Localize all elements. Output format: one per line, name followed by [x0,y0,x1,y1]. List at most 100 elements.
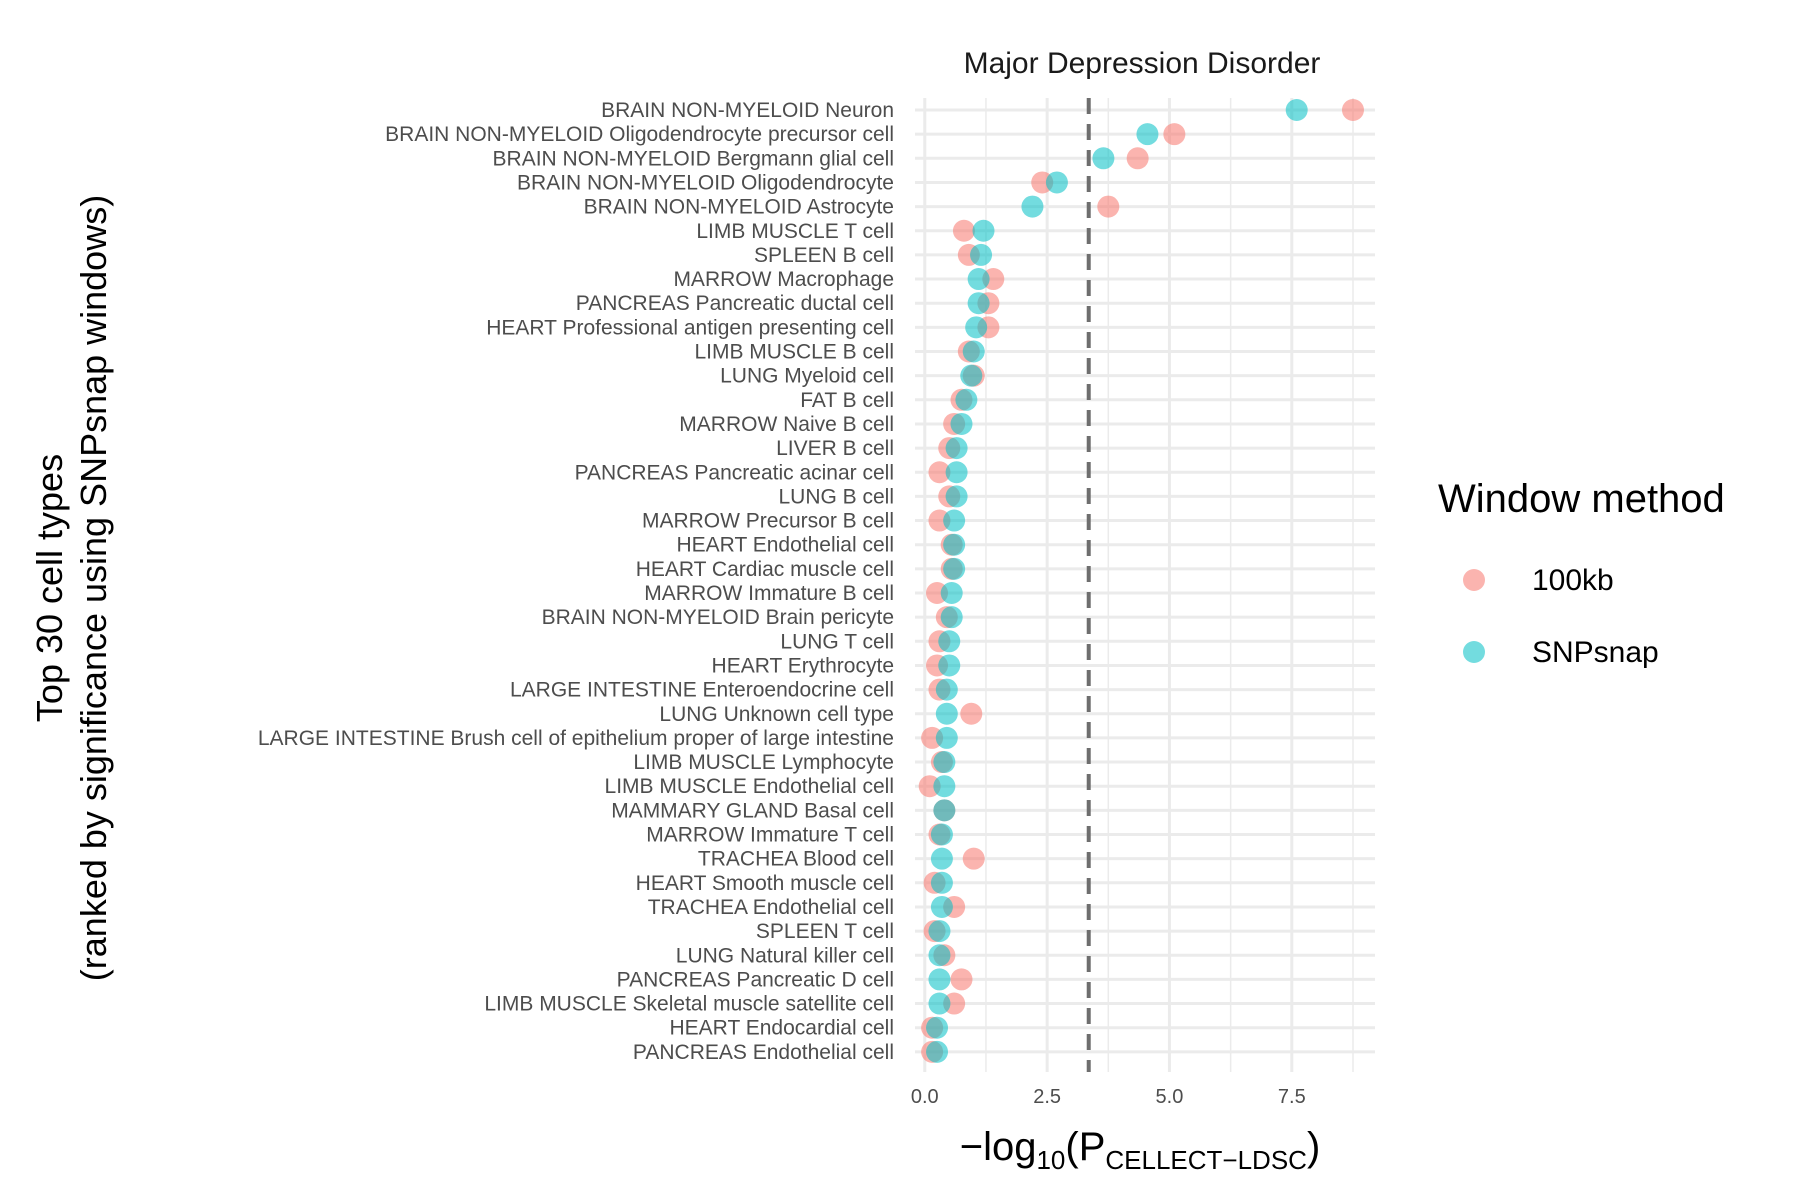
data-point-100kb [928,461,951,484]
data-point-snpsnap [930,895,953,918]
grid-layer [915,98,1375,1072]
x-tick-label: 5.0 [1156,1086,1184,1108]
category-label: PANCREAS Pancreatic ductal cell [576,292,894,315]
data-point-snpsnap [935,702,958,725]
data-point-snpsnap [1092,147,1115,170]
category-label: LARGE INTESTINE Brush cell of epithelium… [258,727,894,750]
legend-key-100kb [1463,569,1485,591]
category-label: LIMB MUSCLE Skeletal muscle satellite ce… [484,993,894,1016]
x-axis-title-subscript: CELLECT−LDSC [1105,1145,1307,1175]
category-label: SPLEEN T cell [756,920,894,943]
data-point-snpsnap [926,1040,949,1063]
category-label: MARROW Naive B cell [679,413,894,436]
data-point-snpsnap [972,219,995,242]
category-label: LUNG Unknown cell type [659,703,894,726]
data-point-snpsnap [943,533,966,556]
data-point-snpsnap [967,292,990,315]
data-point-100kb [952,219,975,242]
data-point-100kb [950,968,973,991]
data-point-snpsnap [933,799,956,822]
data-point-100kb [1163,123,1186,146]
data-point-snpsnap [945,437,968,460]
category-label: SPLEEN B cell [754,244,894,267]
legend-label-snpsnap: SNPsnap [1532,636,1659,669]
data-point-snpsnap [938,630,961,653]
category-label: BRAIN NON-MYELOID Neuron [601,99,894,122]
category-label: LIMB MUSCLE T cell [696,220,894,243]
category-label: HEART Professional antigen presenting ce… [486,316,894,339]
category-label: LUNG T cell [780,630,894,653]
legend-label-100kb: 100kb [1532,564,1614,597]
data-point-100kb [962,847,985,870]
category-label: FAT B cell [800,389,894,412]
x-tick-label: 0.0 [911,1086,939,1108]
data-point-snpsnap [928,920,951,943]
category-label: LIMB MUSCLE B cell [694,341,894,364]
data-point-snpsnap [933,775,956,798]
data-point-snpsnap [970,243,993,266]
category-label: HEART Endocardial cell [670,1017,895,1040]
data-point-snpsnap [945,461,968,484]
data-point-snpsnap [1285,99,1308,121]
x-tick-label: 7.5 [1278,1086,1306,1108]
data-point-snpsnap [928,944,951,967]
data-point-snpsnap [943,557,966,580]
data-point-snpsnap [930,871,953,894]
category-label: LUNG Myeloid cell [720,365,894,388]
category-label: PANCREAS Pancreatic acinar cell [575,461,894,484]
data-point-snpsnap [1045,171,1068,194]
data-point-snpsnap [1136,123,1159,146]
category-label: HEART Cardiac muscle cell [636,558,894,581]
category-label: MARROW Immature B cell [644,582,894,605]
category-label: LUNG Natural killer cell [676,944,894,967]
data-point-snpsnap [935,678,958,701]
category-label: BRAIN NON-MYELOID Oligodendrocyte precur… [385,123,894,146]
category-label: LARGE INTESTINE Enteroendocrine cell [510,679,894,702]
legend-title: Window method [1438,477,1725,521]
data-point-snpsnap [950,412,973,435]
category-label: HEART Smooth muscle cell [636,872,894,895]
points-layer [918,99,1364,1063]
data-point-snpsnap [935,726,958,749]
category-label: PANCREAS Endothelial cell [633,1041,894,1064]
category-label: BRAIN NON-MYELOID Astrocyte [584,196,894,219]
y-axis-title-line1: Top 30 cell types [29,454,70,722]
data-point-snpsnap [930,847,953,870]
category-label: BRAIN NON-MYELOID Bergmann glial cell [493,147,894,170]
data-point-snpsnap [940,582,963,604]
data-point-snpsnap [943,509,966,532]
category-label: MARROW Macrophage [673,268,894,291]
x-tick-labels: 0.0 2.5 5.0 7.5 [911,1086,1306,1108]
data-point-snpsnap [926,1016,949,1039]
data-point-snpsnap [967,268,990,291]
category-label: LIMB MUSCLE Lymphocyte [633,751,894,774]
legend-key-snpsnap [1463,641,1485,663]
data-point-snpsnap [965,316,988,339]
category-label: PANCREAS Pancreatic D cell [617,968,894,991]
x-axis-title-log: −log [960,1125,1037,1169]
x-axis-title-base: 10 [1036,1145,1065,1175]
y-axis-title: Top 30 cell types (ranked by significanc… [29,195,114,981]
legend: Window method 100kb SNPsnap [1438,477,1725,669]
data-point-snpsnap [933,751,956,774]
category-label: LIVER B cell [776,437,894,460]
data-point-snpsnap [955,388,978,411]
data-point-snpsnap [938,654,961,677]
chart-title: Major Depression Disorder [964,47,1321,80]
x-axis-title: −log10(PCELLECT−LDSC) [960,1125,1321,1175]
category-label: MAMMARY GLAND Basal cell [611,799,894,822]
data-point-snpsnap [930,823,953,846]
data-point-100kb [1126,147,1149,170]
x-axis-title-close: ) [1307,1125,1320,1169]
x-tick-label: 2.5 [1033,1086,1061,1108]
category-label: LUNG B cell [778,485,894,508]
category-label: HEART Erythrocyte [712,654,894,677]
data-point-snpsnap [928,968,951,991]
category-label: BRAIN NON-MYELOID Brain pericyte [542,606,894,629]
y-axis-title-line2: (ranked by significance using SNPsnap wi… [73,195,114,981]
category-label: TRACHEA Blood cell [698,848,894,871]
data-point-100kb [1341,99,1364,121]
category-label: HEART Endothelial cell [676,534,894,557]
